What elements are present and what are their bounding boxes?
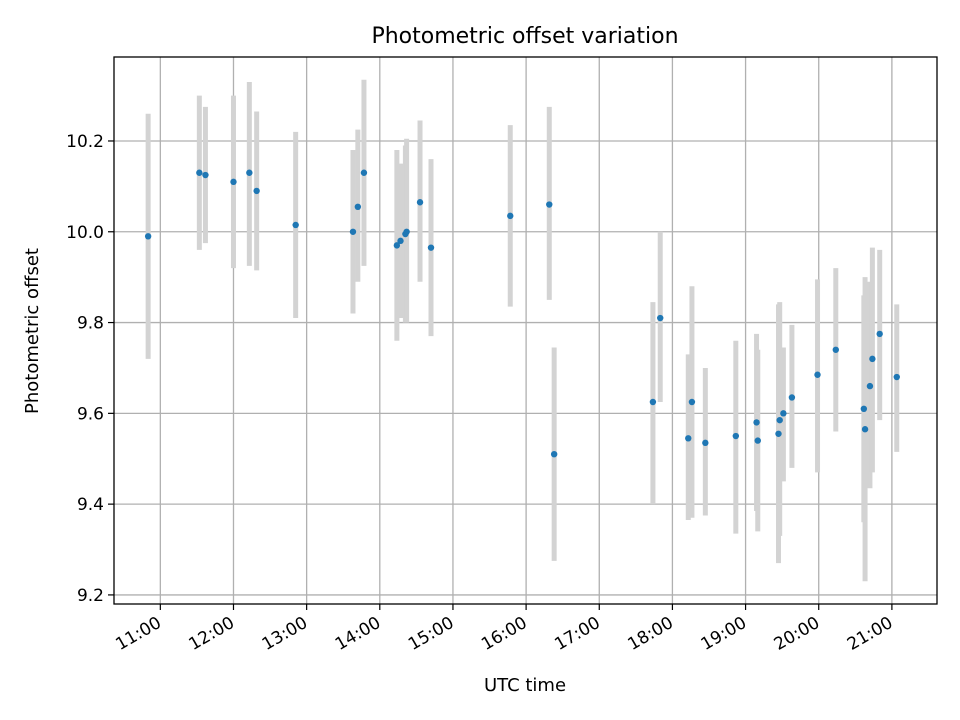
data-point xyxy=(427,244,435,251)
x-tick-label: 19:00 xyxy=(698,613,750,655)
plot-frame xyxy=(113,56,938,605)
x-tick-label: 14:00 xyxy=(332,613,384,655)
data-point xyxy=(393,242,401,249)
x-tick-label: 20:00 xyxy=(771,613,823,655)
data-point xyxy=(144,233,152,240)
errorbar-layer xyxy=(145,79,900,582)
data-point xyxy=(688,398,696,406)
data-point xyxy=(776,416,783,424)
data-point xyxy=(649,398,657,406)
y-tick-label: 10.0 xyxy=(66,223,104,243)
data-point xyxy=(196,169,203,176)
data-point xyxy=(732,432,740,440)
data-point xyxy=(360,169,368,176)
data-point xyxy=(866,382,874,390)
data-point xyxy=(780,410,787,417)
data-point xyxy=(832,346,840,353)
chart-title: Photometric offset variation xyxy=(371,24,678,49)
data-point xyxy=(202,171,209,179)
y-tick-label: 9.6 xyxy=(77,404,104,424)
x-axis-label: UTC time xyxy=(484,675,566,696)
x-tick-label: 11:00 xyxy=(112,613,164,655)
x-tick-label: 16:00 xyxy=(478,613,530,655)
data-point xyxy=(253,187,260,195)
data-point xyxy=(814,371,821,378)
data-point xyxy=(753,419,760,426)
y-axis-ticks: 9.2 9.4 9.6 9.8 10.0 10.2 xyxy=(66,132,114,606)
data-point xyxy=(788,394,796,401)
data-point xyxy=(702,439,709,447)
data-point xyxy=(869,355,876,363)
y-tick-label: 9.8 xyxy=(77,314,104,334)
data-point xyxy=(546,201,553,208)
y-tick-label: 9.2 xyxy=(77,586,104,606)
y-tick-label: 10.2 xyxy=(66,132,104,152)
data-point xyxy=(246,169,253,176)
x-tick-label: 18:00 xyxy=(624,613,676,655)
data-point xyxy=(775,430,782,437)
y-tick-label: 9.4 xyxy=(77,495,104,515)
data-point xyxy=(403,228,410,235)
data-point xyxy=(292,221,299,229)
data-point xyxy=(397,237,404,245)
x-tick-label: 13:00 xyxy=(259,613,311,655)
data-point xyxy=(507,212,514,220)
y-axis-label: Photometric offset xyxy=(22,248,43,414)
data-point xyxy=(893,373,900,381)
grid-layer xyxy=(114,57,937,604)
x-tick-label: 21:00 xyxy=(844,613,896,655)
x-tick-label: 12:00 xyxy=(186,613,238,655)
data-point xyxy=(754,437,761,444)
data-point xyxy=(349,228,357,235)
data-point xyxy=(861,426,869,433)
data-point xyxy=(354,203,362,211)
x-tick-label: 15:00 xyxy=(405,613,457,655)
point-layer xyxy=(144,169,900,458)
data-point xyxy=(685,435,692,442)
data-point xyxy=(230,178,237,186)
data-point xyxy=(550,450,558,458)
data-point xyxy=(657,314,664,322)
x-axis-ticks: 11:00 12:00 13:00 14:00 15:00 16:00 17:00 18:00… xyxy=(112,604,896,655)
data-point xyxy=(876,330,883,338)
x-tick-label: 17:00 xyxy=(551,613,603,655)
data-point xyxy=(416,199,424,206)
data-point xyxy=(860,405,868,413)
